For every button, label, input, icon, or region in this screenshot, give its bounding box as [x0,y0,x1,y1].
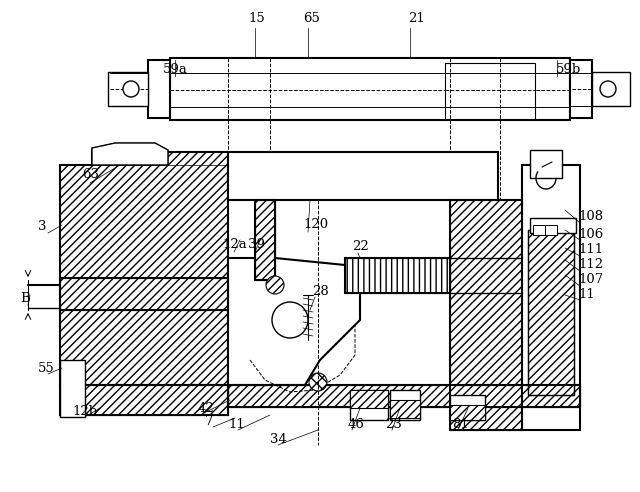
Bar [528,230,574,395]
Polygon shape [92,143,168,165]
Bar [545,225,557,235]
Text: 7: 7 [205,415,214,428]
Bar [445,63,535,119]
Text: 46: 46 [348,418,365,431]
Bar [228,385,580,407]
Text: 28: 28 [312,285,329,298]
Polygon shape [92,143,168,165]
Text: 120: 120 [303,218,328,231]
Bar [450,395,485,420]
Text: 63: 63 [82,168,99,181]
Text: 11: 11 [228,418,244,431]
Bar [530,150,562,178]
Bar [60,385,228,415]
Bar [228,152,498,200]
Text: 106: 106 [578,228,604,241]
Text: 81: 81 [452,418,468,431]
Text: 59b: 59b [556,63,581,76]
Text: 111: 111 [578,243,603,256]
Circle shape [266,276,284,294]
Bar [60,385,228,415]
Text: 108: 108 [578,210,603,223]
Text: 3: 3 [38,220,47,233]
Circle shape [600,81,616,97]
Bar [345,258,450,293]
Bar [60,360,85,417]
Bar [533,225,545,235]
Bar [255,200,275,280]
Bar [450,200,522,430]
Bar [528,230,574,395]
Polygon shape [228,258,360,385]
Text: 21: 21 [408,12,425,25]
Bar [522,165,580,430]
Text: 42: 42 [198,402,215,415]
Text: 112: 112 [578,258,603,271]
Polygon shape [60,145,228,385]
Text: 22: 22 [352,240,369,253]
Text: 23: 23 [385,418,402,431]
Text: 39: 39 [248,238,265,251]
Circle shape [123,81,139,97]
Text: 55: 55 [38,362,55,375]
Text: B: B [20,292,29,305]
Bar [592,72,630,106]
Circle shape [309,373,327,391]
Text: 15: 15 [248,12,265,25]
Text: 65: 65 [303,12,320,25]
Bar [60,278,228,310]
Bar [450,405,485,420]
Bar [350,390,388,408]
Bar [390,390,420,420]
Text: 34: 34 [270,433,287,446]
Text: 11: 11 [578,288,595,301]
Bar [170,58,570,120]
Bar [60,278,228,310]
Bar [345,258,450,293]
Text: 107: 107 [578,273,604,286]
Text: 12b: 12b [72,405,97,418]
Bar [255,200,275,280]
Bar [450,200,522,430]
Text: 12a: 12a [222,238,247,251]
Bar [108,72,148,106]
Bar [350,390,388,420]
Bar [570,60,592,118]
Circle shape [272,302,308,338]
Bar [60,165,228,385]
Bar [228,385,580,407]
Bar [390,400,420,418]
Bar [148,60,170,118]
Text: 59a: 59a [163,63,188,76]
Bar [530,218,576,233]
